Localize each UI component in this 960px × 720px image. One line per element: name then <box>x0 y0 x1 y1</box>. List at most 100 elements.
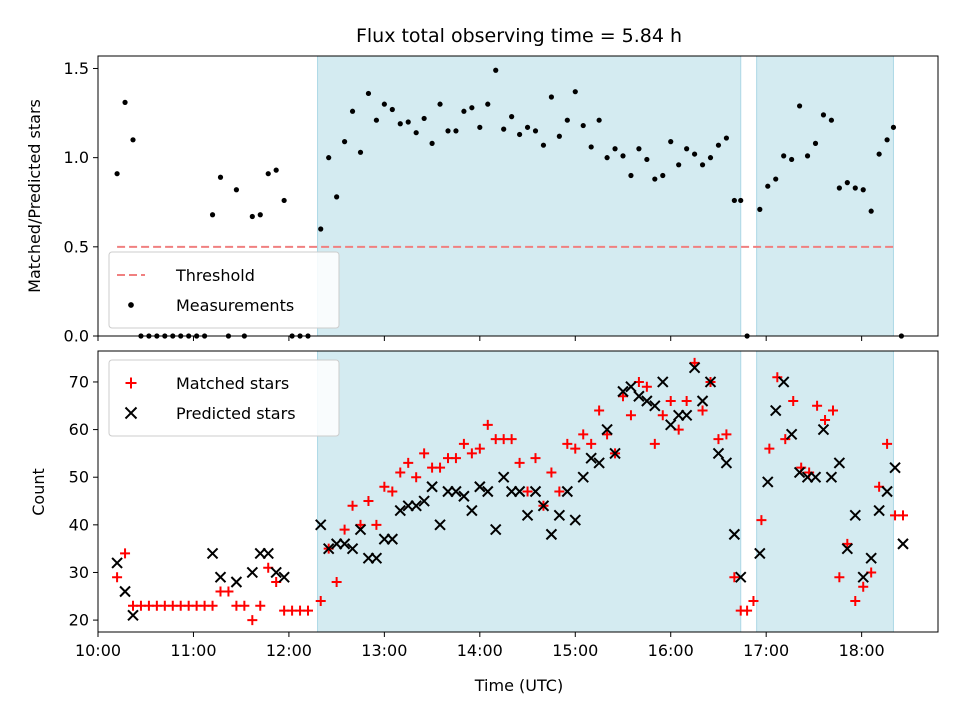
data-point <box>636 146 642 152</box>
data-point <box>553 509 566 522</box>
data-point <box>593 457 605 469</box>
data-point <box>580 122 586 129</box>
data-point <box>754 547 766 560</box>
data-point <box>857 571 869 583</box>
data-point <box>820 415 831 426</box>
data-point <box>270 566 282 579</box>
data-point <box>206 547 219 560</box>
data-point <box>691 151 698 157</box>
data-point <box>713 434 724 445</box>
data-point <box>355 519 366 530</box>
data-point <box>233 187 240 193</box>
data-point <box>680 409 693 422</box>
data-point <box>130 137 136 143</box>
data-point <box>303 605 313 616</box>
top-panel: 0.0 0.5 1.0 1.5 Threshold Measurements <box>64 55 939 346</box>
data-point <box>418 495 430 507</box>
data-point <box>772 372 783 383</box>
data-point <box>357 149 364 155</box>
data-point <box>707 155 714 161</box>
data-point <box>764 443 775 454</box>
data-point <box>652 176 658 182</box>
data-point <box>453 128 459 134</box>
data-point <box>660 172 666 179</box>
data-point <box>882 438 893 449</box>
data-point <box>207 600 218 611</box>
data-point <box>485 101 491 107</box>
legend-swatch <box>125 377 137 389</box>
data-point <box>548 94 555 100</box>
data-point <box>490 523 502 536</box>
data-point <box>860 187 866 193</box>
data-point <box>586 438 597 449</box>
data-point <box>435 462 446 473</box>
data-point <box>426 481 438 493</box>
data-point <box>556 133 562 139</box>
data-point <box>322 542 335 555</box>
data-point <box>617 385 629 398</box>
legend-box <box>108 251 340 329</box>
data-point <box>865 552 877 564</box>
data-point <box>657 376 669 388</box>
legend-label: Matched stars <box>176 374 289 393</box>
data-point <box>532 128 539 134</box>
data-point <box>596 117 602 123</box>
data-point <box>817 423 830 436</box>
data-point <box>434 519 446 531</box>
data-point <box>119 585 131 598</box>
y-tick-label: 0.0 <box>64 327 89 346</box>
data-point <box>230 576 243 588</box>
data-point <box>602 429 613 440</box>
data-point <box>620 153 626 159</box>
data-point <box>688 361 701 374</box>
data-point <box>403 457 414 468</box>
data-point <box>514 457 525 468</box>
data-point <box>735 571 747 583</box>
data-point <box>570 443 581 454</box>
data-point <box>748 596 759 607</box>
data-point <box>278 571 290 583</box>
data-point <box>898 510 908 521</box>
data-point <box>217 174 224 180</box>
data-point <box>466 504 478 517</box>
y-tick-label: 1.0 <box>64 148 89 167</box>
data-point <box>825 471 838 483</box>
data-point <box>712 447 725 460</box>
data-point <box>704 376 717 388</box>
data-point <box>676 162 682 168</box>
data-point <box>246 566 259 579</box>
data-point <box>112 572 123 583</box>
data-point <box>474 443 485 454</box>
data-point <box>762 476 774 488</box>
data-point <box>844 180 850 186</box>
data-point <box>577 471 589 483</box>
data-point <box>421 115 427 122</box>
data-point <box>665 419 677 431</box>
x-tick-label: 16:00 <box>648 641 694 660</box>
data-point <box>689 357 700 368</box>
data-point <box>554 486 565 497</box>
data-point <box>262 547 274 560</box>
data-point <box>223 586 234 597</box>
data-point <box>618 391 628 402</box>
data-point <box>405 119 411 125</box>
data-point <box>273 167 279 173</box>
data-point <box>379 481 390 492</box>
y-tick-label: 20 <box>69 611 89 630</box>
data-point <box>828 117 835 123</box>
data-point <box>450 453 461 464</box>
data-point <box>876 151 882 157</box>
data-point <box>809 471 822 483</box>
data-point <box>601 423 613 436</box>
legend: Matched stars Predicted stars <box>108 359 340 437</box>
data-point <box>458 490 470 502</box>
data-point <box>850 596 861 607</box>
data-point <box>540 142 547 148</box>
data-point <box>363 496 374 507</box>
data-point <box>111 557 123 569</box>
bottom-y-axis-label: Count <box>29 468 48 516</box>
shaded-interval-2 <box>756 55 894 337</box>
data-point <box>641 381 652 392</box>
data-point <box>657 410 668 421</box>
